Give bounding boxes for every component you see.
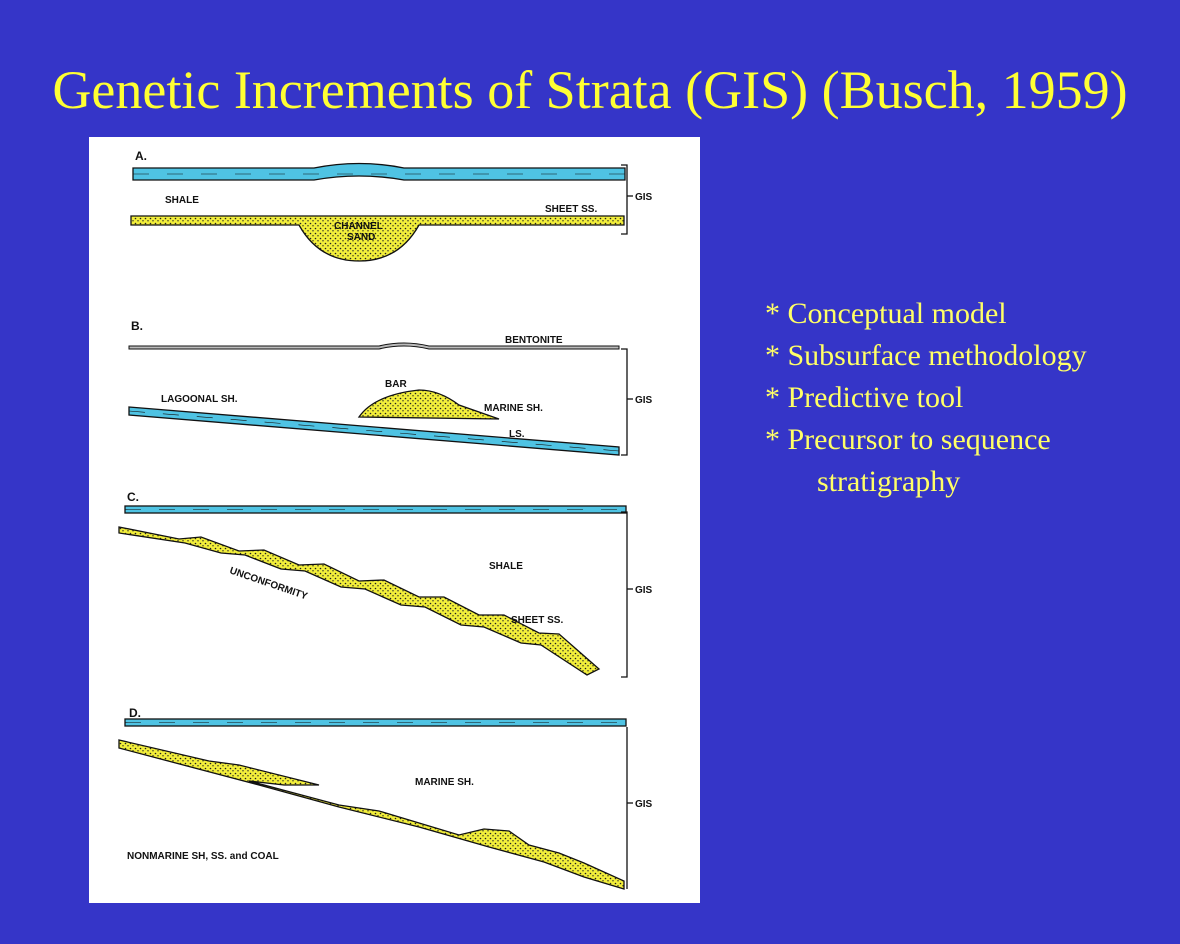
panel-d-marine-label: MARINE SH. — [415, 777, 474, 788]
panel-c-gis-label: GIS — [635, 585, 653, 596]
panel-a-shale-label: SHALE — [165, 195, 199, 206]
panel-b-letter: B. — [131, 319, 143, 333]
panel-b: B. BENTONITE LAGOONAL SH. BAR MARINE SH.… — [128, 319, 653, 456]
panel-c: C. SHALE UNCONFORMITY SHEET SS. GIS — [118, 490, 653, 678]
panel-a-sand-bed — [130, 215, 625, 262]
panel-d-letter: D. — [129, 706, 141, 720]
panel-c-unconformity-label: UNCONFORMITY — [228, 565, 309, 602]
panel-b-bentonite-label: BENTONITE — [505, 335, 563, 346]
stratigraphic-figure: A. SHALE SHEET SS. CHANNEL SAND GIS B. B… — [89, 137, 700, 903]
panel-b-bentonite-bed — [128, 342, 620, 350]
panel-d-gis-label: GIS — [635, 799, 653, 810]
cross-sections-svg: A. SHALE SHEET SS. CHANNEL SAND GIS B. B… — [118, 149, 653, 890]
panel-d: D. MARINE SH. NONMARINE SH, SS. and COAL… — [118, 706, 653, 890]
panel-c-shale-label: SHALE — [489, 561, 523, 572]
panel-c-sheet-ss-label: SHEET SS. — [511, 615, 563, 626]
panel-a-channel-label: CHANNEL — [334, 221, 383, 232]
bullet-item: * Precursor to sequence — [765, 423, 1051, 456]
panel-b-gis-label: GIS — [635, 395, 653, 406]
panel-d-sand-tongues — [118, 739, 625, 890]
bullet-list: * Conceptual model * Subsurface methodol… — [765, 293, 1087, 503]
panel-c-sheet-sand — [118, 526, 601, 676]
bullet-item: * Predictive tool — [765, 381, 964, 414]
panel-b-marine-label: MARINE SH. — [484, 403, 543, 414]
panel-a-limestone-bed — [132, 162, 626, 181]
bullet-item-continuation: stratigraphy — [817, 465, 961, 498]
slide-title: Genetic Increments of Strata (GIS) (Busc… — [52, 60, 1128, 120]
panel-b-bracket — [621, 348, 628, 456]
panel-a-sand-label: SAND — [347, 232, 375, 243]
panel-a-gis-label: GIS — [635, 192, 653, 203]
panel-c-bracket — [621, 511, 628, 678]
panel-b-bar-sand — [357, 389, 500, 420]
panel-a-letter: A. — [135, 149, 147, 163]
bullet-item: * Conceptual model — [765, 297, 1007, 330]
panel-a: A. SHALE SHEET SS. CHANNEL SAND GIS — [130, 149, 653, 262]
bullet-item: * Subsurface methodology — [765, 339, 1087, 372]
panel-c-letter: C. — [127, 490, 139, 504]
panel-b-lagoonal-label: LAGOONAL SH. — [161, 394, 238, 405]
panel-d-nonmarine-label: NONMARINE SH, SS. and COAL — [127, 851, 279, 862]
panel-a-sheet-ss-label: SHEET SS. — [545, 204, 597, 215]
panel-b-ls-label: LS. — [509, 429, 525, 440]
panel-b-bar-label: BAR — [385, 379, 407, 390]
panel-a-bracket — [621, 164, 628, 235]
